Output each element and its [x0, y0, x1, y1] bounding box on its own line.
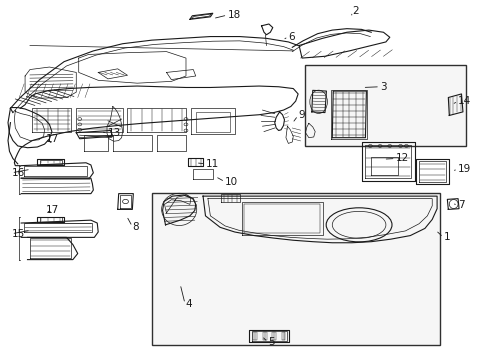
Text: 7: 7 [457, 200, 464, 210]
Text: 4: 4 [184, 299, 191, 309]
Text: 9: 9 [298, 111, 304, 121]
Text: 17: 17 [45, 134, 59, 144]
Text: 2: 2 [351, 6, 358, 17]
Text: 17: 17 [45, 206, 59, 216]
Text: 18: 18 [227, 10, 240, 20]
Text: 14: 14 [457, 96, 470, 106]
Text: 3: 3 [379, 82, 386, 92]
Text: 13: 13 [108, 129, 121, 138]
Text: 5: 5 [267, 337, 274, 347]
Text: 19: 19 [457, 164, 470, 174]
Bar [305, 65, 466, 146]
Text: 12: 12 [395, 153, 408, 163]
Text: 1: 1 [443, 232, 449, 242]
Text: 16: 16 [11, 168, 24, 178]
Text: 11: 11 [205, 159, 218, 169]
Bar [152, 193, 439, 345]
Text: 8: 8 [132, 222, 139, 231]
Text: 6: 6 [288, 32, 294, 41]
Text: 10: 10 [224, 177, 238, 187]
Text: 15: 15 [11, 229, 24, 239]
